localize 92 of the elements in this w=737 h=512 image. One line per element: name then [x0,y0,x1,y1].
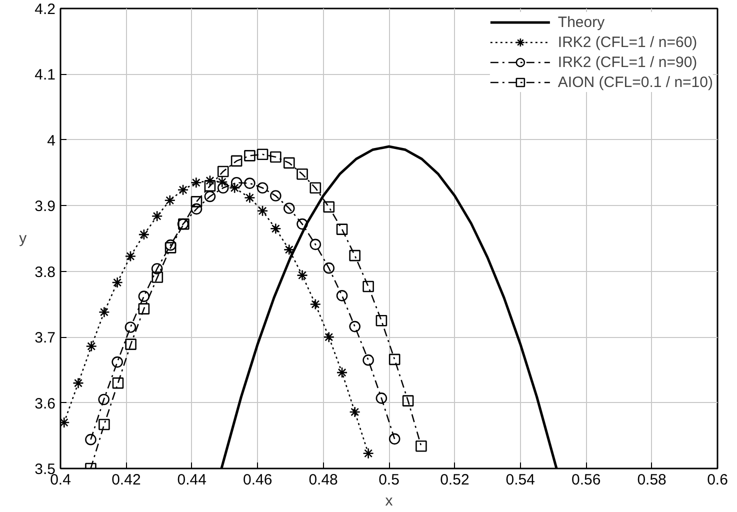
point [323,201,335,213]
point [98,306,110,318]
x-tick-label: 0.44 [177,472,207,488]
point [256,182,268,194]
x-tick-label: 0.5 [378,472,400,488]
x-tick-label: 0.46 [243,472,272,488]
point [283,157,295,169]
y-tick-label: 3.6 [34,395,56,412]
point [151,263,163,274]
point [204,180,216,192]
point [362,354,374,366]
x-tick-label: 0.42 [112,472,141,488]
point [190,203,202,215]
point [256,205,268,217]
point [190,176,202,188]
x-tick-label: 0.58 [637,472,666,488]
point [138,290,150,302]
point [336,366,348,378]
y-tick-label: 3.8 [34,264,56,281]
point [112,356,123,368]
point [283,202,295,214]
point [204,190,216,202]
point [164,242,176,254]
point [228,182,240,194]
point [323,331,335,343]
point [124,250,136,262]
point [256,148,268,160]
point [402,395,414,406]
point [349,250,360,262]
x-tick-label: 0.6 [707,472,728,488]
legend-label: IRK2 (CFL=1 / n=90) [558,54,698,70]
point [349,320,360,332]
point [138,303,150,314]
point [310,238,322,250]
point [230,155,242,167]
point [388,354,400,366]
y-tick-label: 4.2 [34,1,56,18]
point [112,276,123,288]
point [217,182,229,194]
point [177,184,189,196]
point [310,298,322,310]
point [244,192,256,204]
x-tick-label: 0.54 [506,472,536,488]
legend-label: IRK2 (CFL=1 / n=60) [558,34,698,50]
x-axis-title: x [385,492,394,510]
point [216,176,228,188]
x-tick-label: 0.52 [440,472,470,488]
point [124,322,136,333]
point [190,196,202,208]
point [376,392,388,404]
point [296,270,308,281]
point [270,151,282,163]
x-tick-label: 0.48 [308,472,338,488]
y-axis-title: y [19,230,28,247]
point [138,228,150,240]
y-tick-label: 4 [47,132,56,150]
point [388,433,400,445]
legend-label: Theory [558,14,605,30]
point [270,222,282,234]
point [270,190,282,202]
point [376,314,388,326]
y-tick-label: 4.1 [34,66,56,84]
point [112,377,124,389]
point [336,290,348,302]
point [244,150,256,162]
point [164,194,176,206]
point [86,340,98,352]
legend-label: AION (CFL=0.1 / n=10) [558,74,713,90]
point [283,244,295,256]
y-tick-label: 3.7 [34,330,56,347]
point [416,440,427,452]
y-tick-label: 3.9 [34,198,56,216]
point [296,168,308,180]
point [151,210,163,222]
point [204,175,216,186]
point [98,394,110,406]
point [323,262,335,274]
point [362,280,374,292]
point [72,377,84,389]
point [310,182,322,194]
point [217,166,229,178]
point [244,178,256,189]
point [230,177,242,188]
x-tick-label: 0.56 [572,472,601,488]
point [362,448,374,460]
point [336,224,348,235]
point [98,418,110,430]
point [152,272,164,283]
point [349,406,360,418]
point [85,434,96,446]
point [125,338,136,350]
point [296,218,308,230]
